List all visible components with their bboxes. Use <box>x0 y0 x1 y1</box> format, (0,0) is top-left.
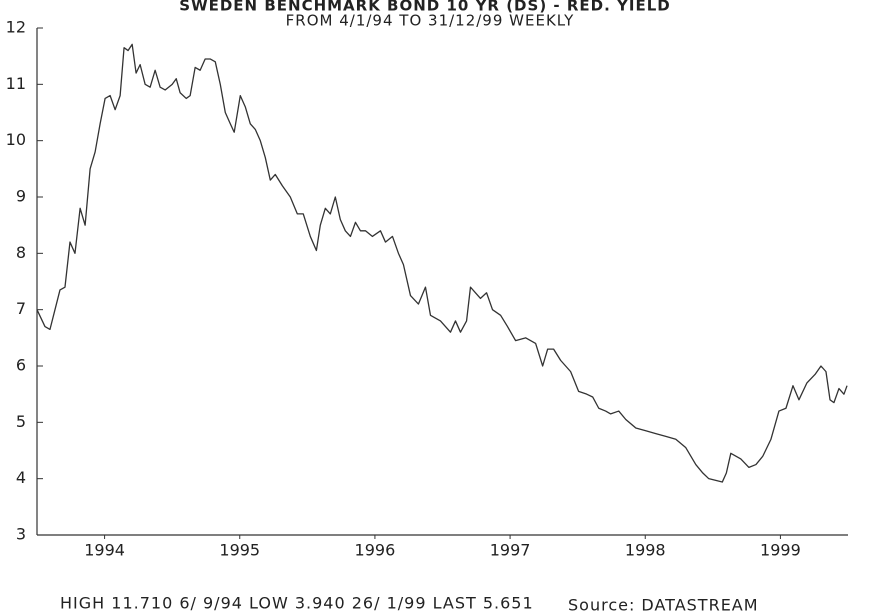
y-tick-label: 7 <box>16 299 26 318</box>
x-tick-label: 1994 <box>84 541 125 560</box>
y-tick-label: 3 <box>16 525 26 544</box>
chart-subtitle: FROM 4/1/94 TO 31/12/99 WEEKLY <box>286 12 575 30</box>
x-tick-label: 1995 <box>219 541 260 560</box>
y-tick-label: 12 <box>6 18 26 37</box>
x-tick-label: 1999 <box>760 541 801 560</box>
y-tick-label: 4 <box>16 468 26 487</box>
x-tick-label: 1997 <box>490 541 531 560</box>
chart-title: SWEDEN BENCHMARK BOND 10 YR (DS) - RED. … <box>179 0 670 15</box>
y-tick-label: 6 <box>16 356 26 375</box>
source: Source: DATASTREAM <box>568 596 759 615</box>
x-tick-label: 1996 <box>355 541 396 560</box>
footer: HIGH 11.710 6/ 9/94 LOW 3.940 26/ 1/99 L… <box>60 594 534 613</box>
yield-line <box>36 43 848 483</box>
y-tick-label: 5 <box>16 412 26 431</box>
y-tick-label: 8 <box>16 243 26 262</box>
y-tick-label: 10 <box>6 130 26 149</box>
x-tick-label: 1998 <box>625 541 666 560</box>
y-tick-label: 11 <box>6 74 26 93</box>
y-tick-label: 9 <box>16 187 26 206</box>
